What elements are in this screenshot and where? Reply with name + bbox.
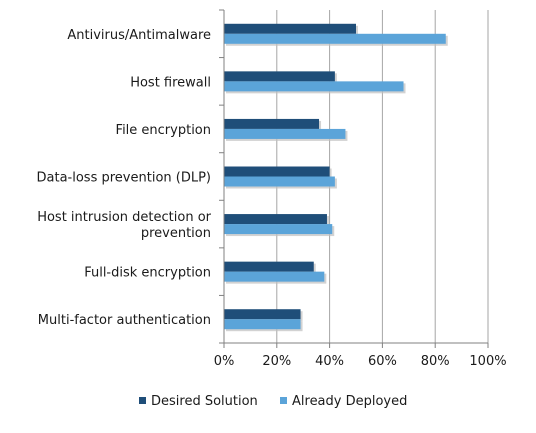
- x-ticks: 0% 20% 40% 60% 80% 100%: [214, 342, 507, 369]
- category-label: Antivirus/Antimalware: [67, 28, 211, 43]
- category-label-line: prevention: [141, 226, 211, 241]
- x-tick-label: 0%: [214, 354, 235, 369]
- bar-desired: [224, 118, 320, 129]
- bar-desired: [224, 71, 335, 82]
- bar-deployed: [224, 81, 404, 92]
- category-label-line: File encryption: [116, 123, 211, 138]
- bar-desired: [224, 23, 356, 34]
- bar-deployed: [224, 224, 333, 235]
- bar-deployed: [224, 33, 446, 44]
- category-label-line: Host intrusion detection or: [37, 210, 211, 225]
- category-label: Host intrusion detection or prevention: [37, 210, 211, 241]
- category-label: File encryption: [116, 123, 211, 138]
- legend-swatch: [139, 397, 146, 404]
- category-label-line: Full-disk encryption: [84, 266, 211, 281]
- category-label-line: Data-loss prevention (DLP): [37, 171, 211, 186]
- bar-deployed: [224, 176, 335, 187]
- x-tick-label: 20%: [262, 354, 291, 369]
- category-label-line: Multi-factor authentication: [38, 313, 211, 328]
- bar-desired: [224, 261, 314, 272]
- category-label: Full-disk encryption: [84, 266, 211, 281]
- bar-desired: [224, 214, 327, 225]
- gridlines: [276, 10, 489, 343]
- category-label-line: Antivirus/Antimalware: [67, 28, 211, 43]
- legend-label: Desired Solution: [151, 394, 258, 409]
- bar-deployed: [224, 128, 346, 139]
- category-label: Host firewall: [130, 75, 211, 90]
- legend-swatch: [280, 397, 287, 404]
- category-label: Multi-factor authentication: [38, 313, 211, 328]
- category-label-line: Host firewall: [130, 75, 211, 90]
- bar-deployed: [224, 271, 325, 282]
- bar-desired: [224, 309, 301, 320]
- bar-desired: [224, 166, 330, 177]
- x-tick-label: 80%: [421, 354, 450, 369]
- x-tick-label: 100%: [469, 354, 506, 369]
- x-tick-label: 40%: [315, 354, 344, 369]
- category-label: Data-loss prevention (DLP): [37, 171, 211, 186]
- category-labels: Antivirus/Antimalware Host firewall File e…: [37, 9, 224, 344]
- legend-label: Already Deployed: [292, 394, 407, 409]
- x-tick-label: 60%: [368, 354, 397, 369]
- bar-deployed: [224, 319, 301, 330]
- bars: [224, 23, 448, 332]
- legend: Desired Solution Already Deployed: [139, 394, 407, 409]
